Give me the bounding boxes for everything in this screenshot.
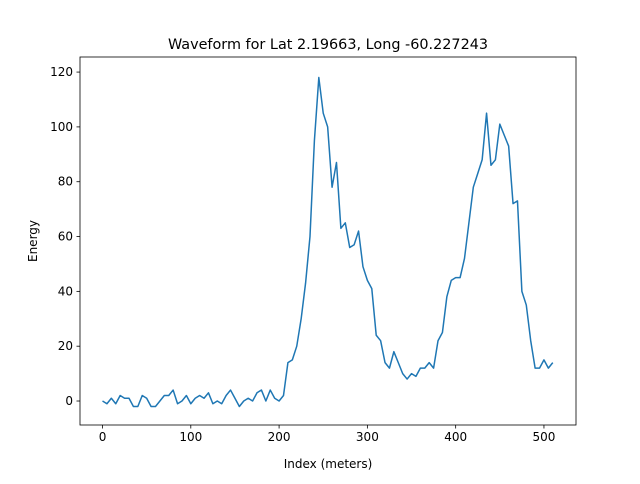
y-tick-label: 60: [58, 230, 73, 244]
x-tick-label: 200: [268, 430, 291, 444]
plot-frame: [79, 56, 577, 426]
data-line: [102, 76, 554, 408]
x-tick-label: 400: [444, 430, 467, 444]
x-tick-label: 500: [532, 430, 555, 444]
x-tick-label: 300: [356, 430, 379, 444]
y-axis-label: Energy: [26, 220, 40, 262]
x-tick-label: 0: [99, 430, 107, 444]
y-tick-label: 20: [58, 339, 73, 353]
y-tick-label: 0: [65, 394, 73, 408]
x-axis-label: Index (meters): [284, 457, 373, 471]
x-tick-label: 100: [179, 430, 202, 444]
y-tick-label: 100: [50, 120, 73, 134]
y-tick-label: 80: [58, 175, 73, 189]
y-tick-label: 40: [58, 284, 73, 298]
y-tick-label: 120: [50, 65, 73, 79]
chart-title: Waveform for Lat 2.19663, Long -60.22724…: [168, 37, 488, 53]
